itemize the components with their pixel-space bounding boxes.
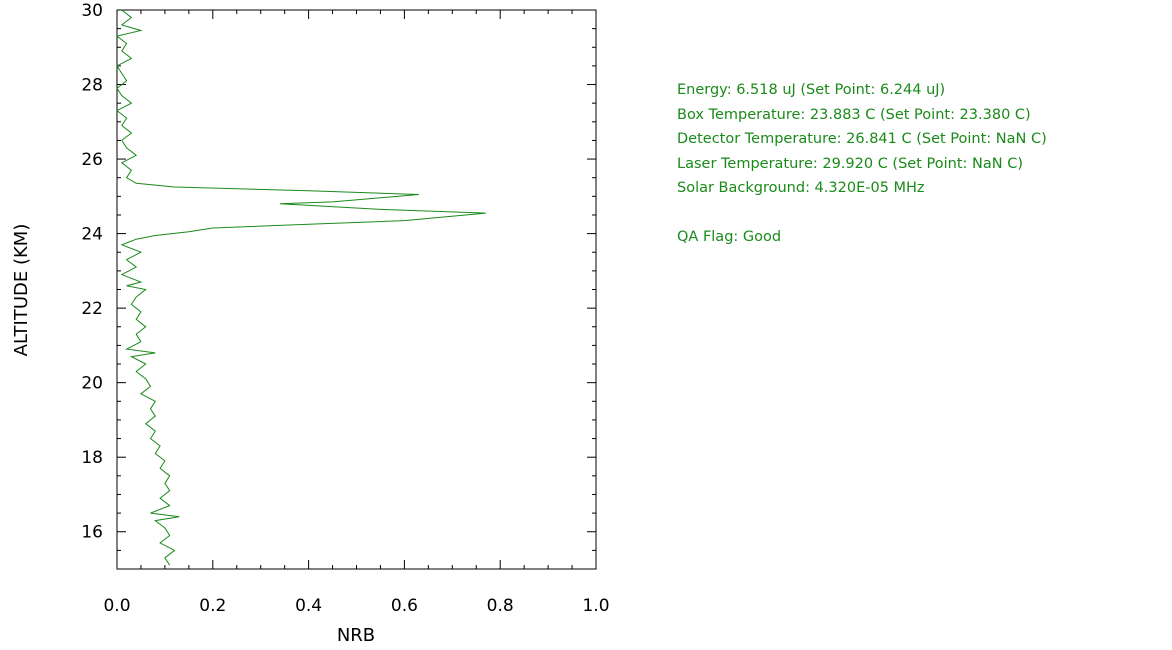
- status-panel: Energy: 6.518 uJ (Set Point: 6.244 uJ) B…: [677, 78, 1047, 249]
- y-tick-label: 24: [81, 225, 103, 245]
- nrb-profile-line: [115, 9, 486, 566]
- x-tick-label: 0.6: [391, 596, 418, 616]
- detector-temperature-readout: Detector Temperature: 26.841 C (Set Poin…: [677, 131, 1047, 147]
- y-tick-label: 28: [81, 76, 103, 96]
- y-tick-label: 26: [81, 150, 103, 170]
- y-tick-label: 20: [81, 374, 103, 394]
- axis-ticks: [116, 9, 597, 570]
- energy-readout: Energy: 6.518 uJ (Set Point: 6.244 uJ): [677, 82, 946, 98]
- x-tick-label: 0.0: [103, 596, 130, 616]
- y-tick-label: 30: [81, 1, 103, 21]
- x-axis-label: NRB: [337, 625, 375, 646]
- y-tick-label: 18: [81, 448, 103, 468]
- solar-background-readout: Solar Background: 4.320E-05 MHz: [677, 180, 925, 196]
- x-tick-label: 0.2: [199, 596, 226, 616]
- y-axis-label: ALTITUDE (KM): [11, 224, 32, 357]
- qa-flag-readout: QA Flag: Good: [677, 228, 782, 245]
- y-tick-label: 22: [81, 299, 103, 319]
- x-tick-label: 1.0: [582, 596, 609, 616]
- y-tick-labels: 16 18 20 22 24 26 28 30: [81, 1, 103, 543]
- laser-temperature-readout: Laser Temperature: 29.920 C (Set Point: …: [677, 155, 1023, 172]
- x-tick-label: 0.8: [487, 596, 514, 616]
- x-tick-label: 0.4: [295, 596, 322, 616]
- y-tick-label: 16: [81, 523, 103, 543]
- plot-frame: [116, 9, 597, 570]
- x-tick-labels: 0.0 0.2 0.4 0.6 0.8 1.0: [103, 596, 609, 616]
- box-temperature-readout: Box Temperature: 23.883 C (Set Point: 23…: [677, 106, 1031, 123]
